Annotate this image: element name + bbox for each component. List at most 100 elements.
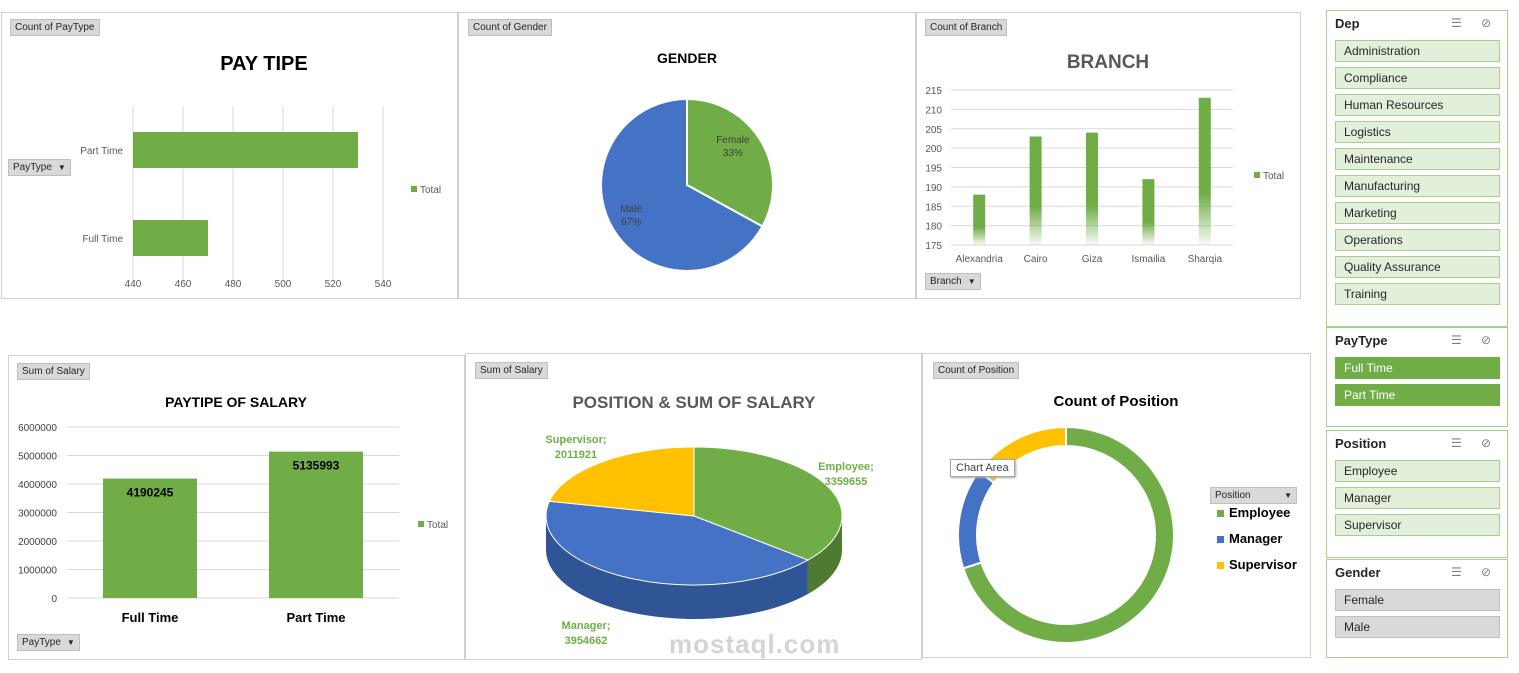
dep-slicer-item-logistics[interactable]: Logistics	[1335, 121, 1500, 143]
value-label-full-time: 4190245	[127, 486, 174, 500]
chart-title: PAYTIPE OF SALARY	[165, 394, 308, 410]
slice-label-value-manager: 3954662	[565, 635, 608, 647]
position-count-chart-panel[interactable]: Count of Position Count of Position Emplo…	[922, 353, 1311, 658]
legend-label-manager: Manager	[1229, 531, 1282, 546]
slice-label-name-manager: Manager;	[562, 620, 611, 632]
dropdown-arrow-icon: ▼	[57, 163, 66, 172]
branch-filter-button[interactable]: Branch ▼	[925, 273, 981, 290]
paytype-slicer-item-full-time[interactable]: Full Time	[1335, 357, 1500, 379]
gender-slicer-item-male[interactable]: Male	[1335, 616, 1500, 638]
dep-slicer-title: Dep	[1335, 16, 1360, 31]
position-filter-button[interactable]: Position ▼	[1210, 487, 1297, 504]
bar-full-time	[133, 220, 208, 256]
category-label-part-time: Part Time	[80, 146, 123, 157]
bar-cairo	[1029, 136, 1042, 245]
salary-paytype-bar-chart[interactable]: PAYTIPE OF SALARY 0 1000000 2000000 3000000 4…	[9, 356, 464, 659]
x-tick-label-440: 440	[125, 279, 142, 290]
salary-paytype-filter-button[interactable]: PayType ▼	[17, 634, 80, 651]
x-tick-label-480: 480	[225, 279, 242, 290]
position-count-donut-chart[interactable]: Count of Position Employee Manager Supervis…	[923, 354, 1310, 657]
chart-area-tooltip: Chart Area	[950, 459, 1015, 477]
slice-label-value-supervisor: 2011921	[555, 449, 597, 461]
multi-select-icon[interactable]: ☰	[1451, 16, 1462, 30]
category-label-sharqia: Sharqia	[1188, 254, 1223, 265]
paytype-slicer[interactable]: PayType ☰ ⊘ Full Time Part Time	[1326, 327, 1508, 427]
category-label-full-time: Full Time	[82, 234, 123, 245]
slice-label-name-employee: Employee;	[818, 461, 874, 473]
position-slicer[interactable]: Position ☰ ⊘ Employee Manager Supervisor	[1326, 430, 1508, 558]
multi-select-icon[interactable]: ☰	[1451, 333, 1462, 347]
clear-filter-icon[interactable]: ⊘	[1481, 436, 1492, 450]
gender-pie-chart[interactable]: GENDER Female 33% Male 67%	[459, 13, 915, 298]
dropdown-arrow-icon: ▼	[967, 277, 976, 286]
position-salary-chart-panel[interactable]: Sum of Salary POSITION & SUM OF SALARY Em…	[465, 353, 922, 660]
legend-label-employee: Employee	[1229, 505, 1290, 520]
y-tick-label-5000000: 5000000	[18, 452, 57, 463]
slice-category-label-male: Male	[620, 204, 642, 215]
paytype-slicer-item-part-time[interactable]: Part Time	[1335, 384, 1500, 406]
dropdown-arrow-icon: ▼	[66, 638, 75, 647]
legend-swatch	[418, 521, 424, 527]
clear-filter-icon[interactable]: ⊘	[1481, 565, 1492, 579]
dep-slicer-item-marketing[interactable]: Marketing	[1335, 202, 1500, 224]
paytype-bar-chart[interactable]: PAY TIPE 440 460 480 500 520 540 Full Time Part …	[2, 13, 457, 298]
dep-slicer-item-human-resources[interactable]: Human Resources	[1335, 94, 1500, 116]
pie-side-employee-0	[807, 516, 842, 595]
field-tag-count-branch[interactable]: Count of Branch	[925, 19, 1008, 36]
legend-label-supervisor: Supervisor	[1229, 557, 1297, 572]
pie-slice-male	[600, 97, 764, 272]
dep-slicer-item-quality-assurance[interactable]: Quality Assurance	[1335, 256, 1500, 278]
gender-slicer-item-female[interactable]: Female	[1335, 589, 1500, 611]
pie-slice-manager	[545, 500, 810, 586]
y-tick-label-3000000: 3000000	[18, 509, 57, 520]
branch-bar-chart[interactable]: BRANCH 175 180 185 190 195 200 205 210 215 Alexand…	[917, 13, 1300, 298]
slice-percent-label-female: 33%	[723, 148, 743, 159]
gender-chart-panel[interactable]: Count of Gender GENDER Female 33% Male 67%	[458, 12, 916, 299]
slice-category-label-female: Female	[716, 135, 750, 146]
dep-slicer-item-maintenance[interactable]: Maintenance	[1335, 148, 1500, 170]
y-tick-label-200: 200	[925, 144, 942, 155]
field-tag-count-position[interactable]: Count of Position	[933, 362, 1020, 379]
dropdown-arrow-icon: ▼	[1284, 491, 1292, 500]
clear-filter-icon[interactable]: ⊘	[1481, 16, 1492, 30]
dep-slicer-item-operations[interactable]: Operations	[1335, 229, 1500, 251]
field-tag-sum-salary-position[interactable]: Sum of Salary	[475, 362, 548, 379]
y-tick-label-185: 185	[925, 202, 942, 213]
legend-swatch-employee	[1217, 510, 1224, 517]
dep-slicer-item-administration[interactable]: Administration	[1335, 40, 1500, 62]
donut-slice-employee	[962, 425, 1175, 644]
paytype-filter-label: PayType	[13, 162, 52, 173]
pie-slice-female	[686, 97, 774, 228]
bar-ismailia	[1142, 179, 1155, 245]
multi-select-icon[interactable]: ☰	[1451, 436, 1462, 450]
clear-filter-icon[interactable]: ⊘	[1481, 333, 1492, 347]
position-salary-3d-pie[interactable]: POSITION & SUM OF SALARY Employee; 3359655…	[466, 354, 921, 659]
dep-slicer[interactable]: Dep ☰ ⊘ Administration Compliance Human Re…	[1326, 10, 1508, 327]
y-tick-label-0: 0	[51, 594, 57, 605]
dep-slicer-item-training[interactable]: Training	[1335, 283, 1500, 305]
field-tag-sum-salary[interactable]: Sum of Salary	[17, 363, 90, 380]
field-tag-count-gender[interactable]: Count of Gender	[468, 19, 552, 36]
bar-part-time	[269, 451, 363, 598]
gender-slicer[interactable]: Gender ☰ ⊘ Female Male	[1326, 559, 1508, 658]
category-label-ismailia: Ismailia	[1131, 254, 1165, 265]
paytype-filter-button[interactable]: PayType ▼	[8, 159, 71, 176]
dep-slicer-item-manufacturing[interactable]: Manufacturing	[1335, 175, 1500, 197]
position-slicer-item-employee[interactable]: Employee	[1335, 460, 1500, 482]
salary-paytype-chart-panel[interactable]: Sum of Salary PayType ▼ PAYTIPE OF SALARY…	[8, 355, 465, 660]
position-slicer-item-supervisor[interactable]: Supervisor	[1335, 514, 1500, 536]
x-tick-label-540: 540	[375, 279, 392, 290]
y-tick-label-190: 190	[925, 183, 942, 194]
legend-swatch-manager	[1217, 536, 1224, 543]
branch-chart-panel[interactable]: Count of Branch Branch ▼ BRANCH 175 180 185 1…	[916, 12, 1301, 299]
paytype-chart-panel[interactable]: Count of PayType PayType ▼ PAY TIPE 440 460…	[1, 12, 458, 299]
value-label-part-time: 5135993	[293, 459, 340, 473]
field-tag-count-paytype[interactable]: Count of PayType	[10, 19, 100, 36]
position-slicer-item-manager[interactable]: Manager	[1335, 487, 1500, 509]
y-tick-label-2000000: 2000000	[18, 537, 57, 548]
bar-giza	[1086, 132, 1098, 245]
chart-title: Count of Position	[1054, 393, 1179, 410]
multi-select-icon[interactable]: ☰	[1451, 565, 1462, 579]
dep-slicer-item-compliance[interactable]: Compliance	[1335, 67, 1500, 89]
legend-swatch	[1254, 172, 1260, 178]
